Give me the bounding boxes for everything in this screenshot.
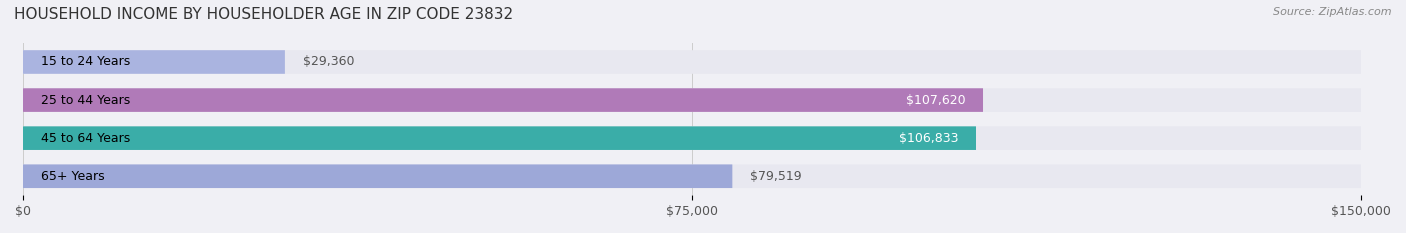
Text: 65+ Years: 65+ Years bbox=[41, 170, 104, 183]
FancyBboxPatch shape bbox=[22, 164, 733, 188]
Text: $106,833: $106,833 bbox=[898, 132, 957, 145]
FancyBboxPatch shape bbox=[22, 88, 1361, 112]
Text: Source: ZipAtlas.com: Source: ZipAtlas.com bbox=[1274, 7, 1392, 17]
FancyBboxPatch shape bbox=[22, 88, 983, 112]
Text: $107,620: $107,620 bbox=[905, 94, 965, 106]
FancyBboxPatch shape bbox=[22, 164, 1361, 188]
Text: 45 to 64 Years: 45 to 64 Years bbox=[41, 132, 131, 145]
Text: 25 to 44 Years: 25 to 44 Years bbox=[41, 94, 131, 106]
FancyBboxPatch shape bbox=[22, 50, 285, 74]
FancyBboxPatch shape bbox=[22, 126, 1361, 150]
FancyBboxPatch shape bbox=[22, 50, 1361, 74]
FancyBboxPatch shape bbox=[22, 126, 976, 150]
Text: HOUSEHOLD INCOME BY HOUSEHOLDER AGE IN ZIP CODE 23832: HOUSEHOLD INCOME BY HOUSEHOLDER AGE IN Z… bbox=[14, 7, 513, 22]
Text: 15 to 24 Years: 15 to 24 Years bbox=[41, 55, 131, 69]
Text: $29,360: $29,360 bbox=[302, 55, 354, 69]
Text: $79,519: $79,519 bbox=[751, 170, 801, 183]
